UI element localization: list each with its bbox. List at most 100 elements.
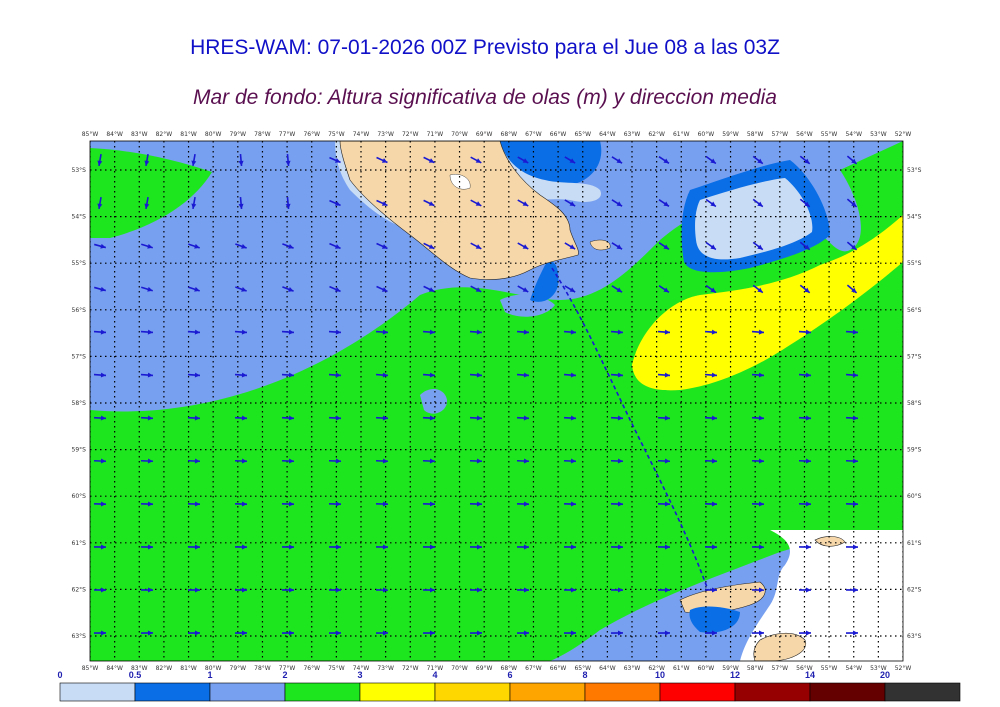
direction-arrow bbox=[469, 544, 483, 550]
direction-arrow bbox=[657, 630, 671, 636]
direction-arrow bbox=[93, 329, 107, 335]
colorbar-label: 14 bbox=[805, 670, 815, 680]
direction-arrow bbox=[422, 415, 436, 421]
direction-arrow bbox=[234, 372, 248, 378]
lon-tick-label: 62°W bbox=[648, 131, 665, 138]
map-field bbox=[90, 141, 903, 661]
lon-tick-label: 85°W bbox=[82, 665, 99, 672]
lat-tick-label: 54°S bbox=[72, 214, 87, 221]
direction-arrow bbox=[140, 587, 154, 593]
longitude-labels-top: 85°W 84°W 83°W 82°W 81°W 80°W 79°W 78°W 77°W 76°W… bbox=[82, 131, 912, 138]
direction-arrow bbox=[93, 415, 107, 421]
map-frame bbox=[89, 140, 904, 662]
lon-tick-label: 77°W bbox=[279, 665, 296, 672]
direction-arrow bbox=[423, 242, 435, 250]
lon-tick-label: 75°W bbox=[328, 665, 345, 672]
direction-arrow bbox=[751, 458, 765, 464]
colorbar-label: 2 bbox=[282, 670, 287, 680]
direction-arrow bbox=[187, 544, 201, 550]
graticule bbox=[90, 141, 903, 661]
direction-arrow bbox=[375, 329, 389, 335]
direction-arrow bbox=[140, 544, 154, 550]
lon-tick-label: 69°W bbox=[476, 131, 493, 138]
direction-arrow bbox=[328, 329, 342, 335]
direction-arrow bbox=[752, 241, 764, 251]
direction-arrow bbox=[141, 243, 153, 249]
lon-tick-label: 54°W bbox=[845, 131, 862, 138]
direction-arrow bbox=[187, 501, 201, 507]
direction-arrow bbox=[798, 630, 812, 636]
direction-arrow bbox=[564, 242, 576, 250]
lat-tick-label: 55°S bbox=[72, 260, 87, 267]
direction-arrow bbox=[845, 372, 859, 378]
lon-tick-label: 66°W bbox=[550, 665, 567, 672]
direction-arrow bbox=[375, 458, 389, 464]
direction-arrow bbox=[705, 241, 717, 251]
direction-arrow bbox=[657, 415, 671, 421]
direction-arrow bbox=[140, 415, 154, 421]
direction-arrow bbox=[658, 198, 670, 208]
direction-arrow bbox=[376, 242, 388, 250]
direction-arrow bbox=[93, 630, 107, 636]
lon-tick-label: 73°W bbox=[377, 131, 394, 138]
colorbar-bin bbox=[734, 682, 811, 702]
direction-arrow bbox=[610, 544, 624, 550]
direction-arrow bbox=[328, 415, 342, 421]
lat-tick-label: 62°S bbox=[72, 586, 87, 593]
colorbar-label: 6 bbox=[507, 670, 512, 680]
direction-arrow bbox=[187, 458, 201, 464]
direction-arrow bbox=[705, 198, 717, 208]
longitude-labels-bottom: 85°W 84°W 83°W 82°W 81°W 80°W 79°W 78°W 77°W 76°W… bbox=[82, 665, 912, 672]
direction-arrow bbox=[751, 587, 765, 593]
direction-arrow bbox=[470, 156, 482, 164]
lon-tick-label: 64°W bbox=[599, 131, 616, 138]
direction-arrow bbox=[375, 415, 389, 421]
lon-tick-label: 56°W bbox=[796, 131, 813, 138]
lat-tick-label: 60°S bbox=[72, 493, 87, 500]
lon-tick-label: 65°W bbox=[574, 665, 591, 672]
lon-tick-label: 82°W bbox=[156, 665, 173, 672]
lon-tick-label: 55°W bbox=[821, 131, 838, 138]
direction-arrow bbox=[516, 329, 530, 335]
direction-arrow bbox=[328, 630, 342, 636]
direction-arrow bbox=[469, 329, 483, 335]
direction-arrow bbox=[93, 458, 107, 464]
lon-tick-label: 74°W bbox=[353, 131, 370, 138]
direction-arrow bbox=[469, 587, 483, 593]
direction-arrow bbox=[563, 501, 577, 507]
direction-arrow bbox=[423, 199, 435, 207]
direction-arrow bbox=[610, 458, 624, 464]
direction-arrow bbox=[516, 415, 530, 421]
direction-arrow bbox=[705, 284, 717, 294]
direction-arrow bbox=[470, 242, 482, 250]
direction-arrow bbox=[516, 458, 530, 464]
direction-arrow bbox=[516, 501, 530, 507]
direction-arrow bbox=[93, 544, 107, 550]
direction-arrow bbox=[376, 156, 388, 164]
direction-arrow bbox=[234, 630, 248, 636]
direction-arrow bbox=[238, 196, 244, 210]
direction-arrow bbox=[563, 458, 577, 464]
direction-arrow bbox=[657, 329, 671, 335]
direction-arrow bbox=[469, 501, 483, 507]
lon-tick-label: 72°W bbox=[402, 665, 419, 672]
direction-arrow bbox=[235, 243, 247, 249]
field-3-4m bbox=[632, 215, 903, 391]
direction-arrow bbox=[328, 458, 342, 464]
lon-tick-label: 59°W bbox=[722, 131, 739, 138]
lat-tick-label: 59°S bbox=[907, 447, 922, 454]
direction-arrow bbox=[611, 199, 623, 207]
colorbar-bin bbox=[134, 682, 211, 702]
lat-tick-label: 55°S bbox=[907, 260, 922, 267]
direction-arrow bbox=[469, 630, 483, 636]
lon-tick-label: 76°W bbox=[303, 131, 320, 138]
direction-arrow bbox=[423, 285, 435, 293]
lon-tick-label: 72°W bbox=[402, 131, 419, 138]
direction-arrow bbox=[610, 630, 624, 636]
lat-tick-label: 62°S bbox=[907, 586, 922, 593]
lat-tick-label: 56°S bbox=[72, 307, 87, 314]
lon-tick-label: 58°W bbox=[747, 665, 764, 672]
colorbar-bin bbox=[509, 682, 586, 702]
lon-tick-label: 56°W bbox=[796, 665, 813, 672]
